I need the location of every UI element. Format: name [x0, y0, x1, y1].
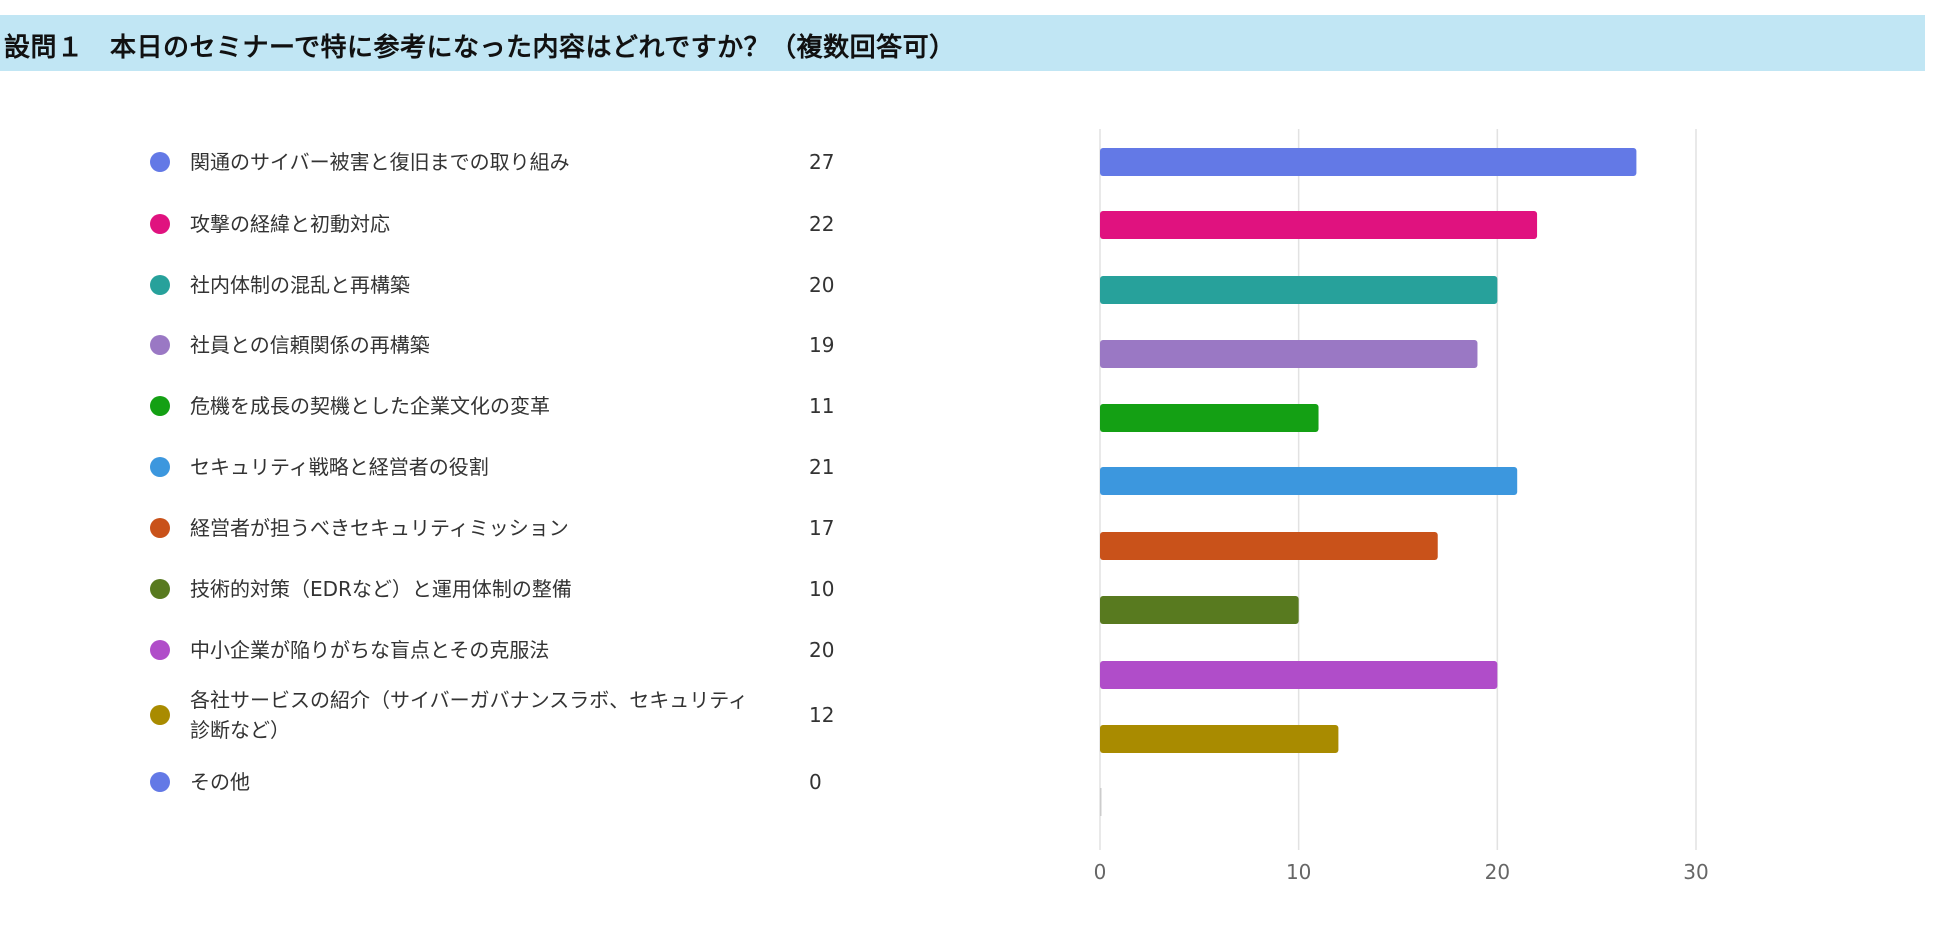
- bar: [1100, 404, 1319, 432]
- bar: [1100, 211, 1538, 239]
- bar: [1100, 467, 1518, 495]
- legend-label: セキュリティ戦略と経営者の役割: [190, 455, 489, 479]
- legend-label: 攻撃の経緯と初動対応: [190, 212, 390, 236]
- legend-value: 20: [809, 638, 835, 662]
- bar: [1100, 596, 1299, 624]
- bar: [1100, 661, 1498, 689]
- legend-label: 技術的対策（EDRなど）と運用体制の整備: [190, 577, 572, 601]
- legend-label: 危機を成長の契機とした企業文化の変革: [190, 394, 550, 418]
- legend-item: 経営者が担うべきセキュリティミッション 17: [150, 513, 850, 543]
- legend-label: 社内体制の混乱と再構築: [190, 273, 410, 297]
- legend-item: 攻撃の経緯と初動対応 22: [150, 209, 850, 239]
- legend-dot-icon: [150, 275, 170, 295]
- legend-value: 0: [809, 770, 822, 794]
- legend-label: その他: [190, 770, 250, 794]
- legend-item: 中小企業が陥りがちな盲点とその克服法 20: [150, 635, 850, 665]
- legend-value: 22: [809, 212, 835, 236]
- legend-dot-icon: [150, 214, 170, 234]
- legend-item: 社員との信頼関係の再構築 19: [150, 330, 850, 360]
- legend-dot-icon: [150, 457, 170, 477]
- legend-label: 社員との信頼関係の再構築: [190, 333, 430, 357]
- x-tick-label: 0: [1094, 860, 1107, 884]
- legend-item: その他 0: [150, 767, 850, 797]
- legend-dot-icon: [150, 518, 170, 538]
- legend-value: 20: [809, 273, 835, 297]
- legend-item: 技術的対策（EDRなど）と運用体制の整備 10: [150, 574, 850, 604]
- legend-dot-icon: [150, 705, 170, 725]
- legend-value: 12: [809, 703, 835, 727]
- legend-value: 10: [809, 577, 835, 601]
- legend-item: 各社サービスの紹介（サイバーガバナンスラボ、セキュリティ診断など） 12: [150, 685, 850, 745]
- bar: [1100, 788, 1102, 816]
- legend-label: 経営者が担うべきセキュリティミッション: [190, 516, 569, 540]
- legend-label: 関通のサイバー被害と復旧までの取り組み: [190, 150, 570, 174]
- legend-value: 27: [809, 150, 835, 174]
- legend-value: 11: [809, 394, 835, 418]
- bar: [1100, 148, 1637, 176]
- legend-dot-icon: [150, 396, 170, 416]
- legend-label: 各社サービスの紹介（サイバーガバナンスラボ、セキュリティ診断など）: [190, 688, 748, 742]
- legend-item: セキュリティ戦略と経営者の役割 21: [150, 452, 850, 482]
- question-header: 設問１ 本日のセミナーで特に参考になった内容はどれですか？（複数回答可）: [0, 15, 1925, 71]
- bar: [1100, 276, 1498, 304]
- legend-item: 関通のサイバー被害と復旧までの取り組み 27: [150, 147, 850, 177]
- legend-item: 社内体制の混乱と再構築 20: [150, 270, 850, 300]
- legend-item: 危機を成長の契機とした企業文化の変革 11: [150, 391, 850, 421]
- bar: [1100, 532, 1438, 560]
- legend-label: 中小企業が陥りがちな盲点とその克服法: [190, 638, 550, 662]
- question-title: 設問１ 本日のセミナーで特に参考になった内容はどれですか？（複数回答可）: [4, 33, 956, 63]
- legend-dot-icon: [150, 335, 170, 355]
- x-tick-label: 20: [1485, 860, 1510, 884]
- legend-value: 21: [809, 455, 835, 479]
- legend-value: 17: [809, 516, 835, 540]
- legend-value: 19: [809, 333, 835, 357]
- x-tick-label: 30: [1683, 860, 1708, 884]
- legend-dot-icon: [150, 640, 170, 660]
- x-tick-label: 10: [1286, 860, 1311, 884]
- bar: [1100, 725, 1339, 753]
- legend-dot-icon: [150, 772, 170, 792]
- legend-dot-icon: [150, 579, 170, 599]
- legend-dot-icon: [150, 152, 170, 172]
- bar: [1100, 340, 1478, 368]
